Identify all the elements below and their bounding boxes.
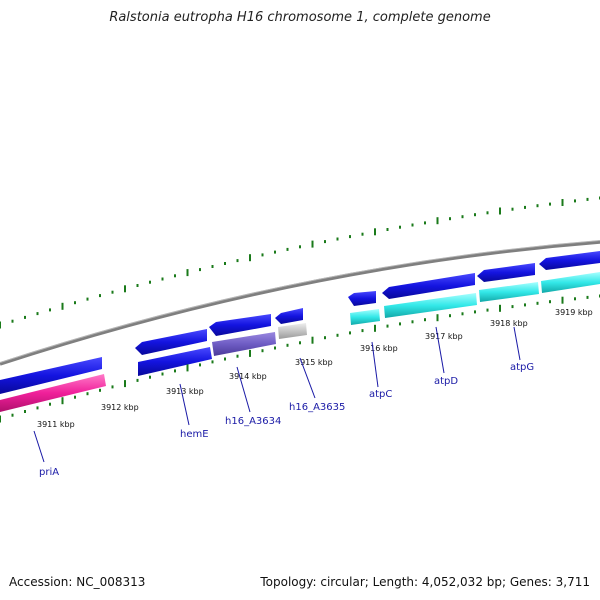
cds-forward-atpD-upper[interactable]: [382, 273, 475, 299]
leader-line-atpG: [513, 326, 521, 361]
gene-label-atpC[interactable]: atpC: [369, 389, 392, 400]
cds-forward-priA-region[interactable]: [0, 357, 102, 394]
cds-forward-atpG-upper[interactable]: [477, 263, 535, 282]
cds-forward-atpC-upper[interactable]: [348, 291, 376, 306]
tick-label: 3917 kbp: [425, 332, 463, 341]
tick-label: 3919 kbp: [555, 308, 593, 317]
gene-label-atpG[interactable]: atpG: [510, 362, 534, 373]
tick-label: 3912 kbp: [101, 403, 139, 412]
gene-label-h16_A3634[interactable]: h16_A3634: [225, 416, 281, 427]
genome-stats-text: Topology: circular; Length: 4,052,032 bp…: [260, 575, 590, 589]
map-title: Ralstonia eutropha H16 chromosome 1, com…: [109, 10, 491, 25]
genome-backbone: [0, 240, 600, 366]
feature-cyan-atpD[interactable]: [384, 293, 477, 318]
leader-line-h16_A3635: [299, 357, 316, 399]
cds-forward-next-upper[interactable]: [539, 251, 600, 270]
cds-forward-hemE-upper[interactable]: [135, 329, 207, 355]
feature-purple-h16_A3634[interactable]: [212, 332, 276, 356]
feature-cyan-atpC[interactable]: [350, 309, 380, 325]
tick-label: 3913 kbp: [166, 387, 204, 396]
gene-label-hemE[interactable]: hemE: [180, 429, 209, 440]
leader-line-priA: [33, 430, 45, 463]
leader-line-h16_A3634: [236, 366, 251, 413]
leader-line-atpD: [435, 326, 445, 374]
cds-forward-h16_A3635-upper[interactable]: [275, 308, 303, 324]
leader-line-hemE: [179, 383, 190, 426]
tick-label: 3918 kbp: [490, 319, 528, 328]
gene-label-h16_A3635[interactable]: h16_A3635: [289, 402, 345, 413]
outer-ruler-track: [0, 196, 600, 329]
gene-labels: priA hemE h16_A3634 h16_A3635 atpC atpD …: [39, 362, 534, 478]
gene-label-leaders: [33, 326, 521, 463]
tick-label: 3916 kbp: [360, 344, 398, 353]
feature-pink-priA[interactable]: [0, 374, 106, 412]
feature-cyan-atpG[interactable]: [479, 282, 539, 302]
gene-features: [0, 251, 600, 412]
feature-gray-h16_A3635[interactable]: [278, 323, 307, 339]
gene-label-priA[interactable]: priA: [39, 467, 59, 478]
leader-line-atpC: [371, 341, 379, 388]
feature-cyan-next[interactable]: [541, 272, 600, 293]
cds-forward-h16_A3634-upper[interactable]: [209, 314, 271, 336]
inner-ruler-track: [0, 294, 600, 423]
tick-labels: 3911 kbp 3912 kbp 3913 kbp 3914 kbp 3915…: [37, 308, 593, 429]
cds-hemE-lower[interactable]: [138, 347, 212, 376]
gene-label-atpD[interactable]: atpD: [434, 376, 458, 387]
tick-label: 3915 kbp: [295, 358, 333, 367]
tick-label: 3911 kbp: [37, 420, 75, 429]
accession-text: Accession: NC_008313: [9, 575, 146, 589]
genome-backbone-highlight: [0, 240, 600, 363]
tick-label: 3914 kbp: [229, 372, 267, 381]
